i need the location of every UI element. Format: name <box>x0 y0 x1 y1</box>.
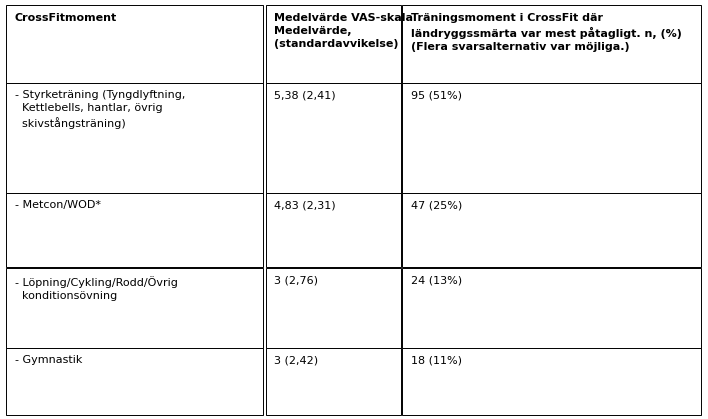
Bar <box>266 193 401 267</box>
Text: 24 (13%): 24 (13%) <box>411 276 462 286</box>
Bar <box>266 5 401 83</box>
Bar <box>266 268 401 348</box>
Bar <box>402 268 701 348</box>
Text: 95 (51%): 95 (51%) <box>411 90 462 100</box>
Bar <box>402 193 701 267</box>
Text: - Metcon/WOD*: - Metcon/WOD* <box>15 200 101 210</box>
Text: 3 (2,42): 3 (2,42) <box>274 355 318 365</box>
Text: 5,38 (2,41): 5,38 (2,41) <box>274 90 336 100</box>
Text: - Styrketräning (Tyngdlyftning,
  Kettlebells, hantlar, övrig
  skivstångstränin: - Styrketräning (Tyngdlyftning, Kettlebe… <box>15 90 185 129</box>
Text: - Gymnastik: - Gymnastik <box>15 355 82 365</box>
Text: 3 (2,76): 3 (2,76) <box>274 276 318 286</box>
Bar <box>6 268 263 348</box>
Bar <box>266 348 401 415</box>
Text: CrossFitmoment: CrossFitmoment <box>15 13 117 23</box>
Text: 47 (25%): 47 (25%) <box>411 200 462 210</box>
Bar <box>6 5 263 83</box>
Text: Träningsmoment i CrossFit där
ländryggssmärta var mest påtagligt. n, (%)
(Flera : Träningsmoment i CrossFit där ländryggss… <box>411 13 682 52</box>
Bar <box>6 83 263 193</box>
Text: 4,83 (2,31): 4,83 (2,31) <box>274 200 336 210</box>
Bar <box>6 348 263 415</box>
Bar <box>402 5 701 83</box>
Bar <box>402 348 701 415</box>
Text: 18 (11%): 18 (11%) <box>411 355 462 365</box>
Text: - Löpning/Cykling/Rodd/Övrig
  konditionsövning: - Löpning/Cykling/Rodd/Övrig konditionsö… <box>15 276 178 301</box>
Text: Medelvärde VAS-skala
Medelvärde,
(standardavvikelse): Medelvärde VAS-skala Medelvärde, (standa… <box>274 13 413 49</box>
Bar <box>402 83 701 193</box>
Bar <box>266 83 401 193</box>
Bar <box>6 193 263 267</box>
